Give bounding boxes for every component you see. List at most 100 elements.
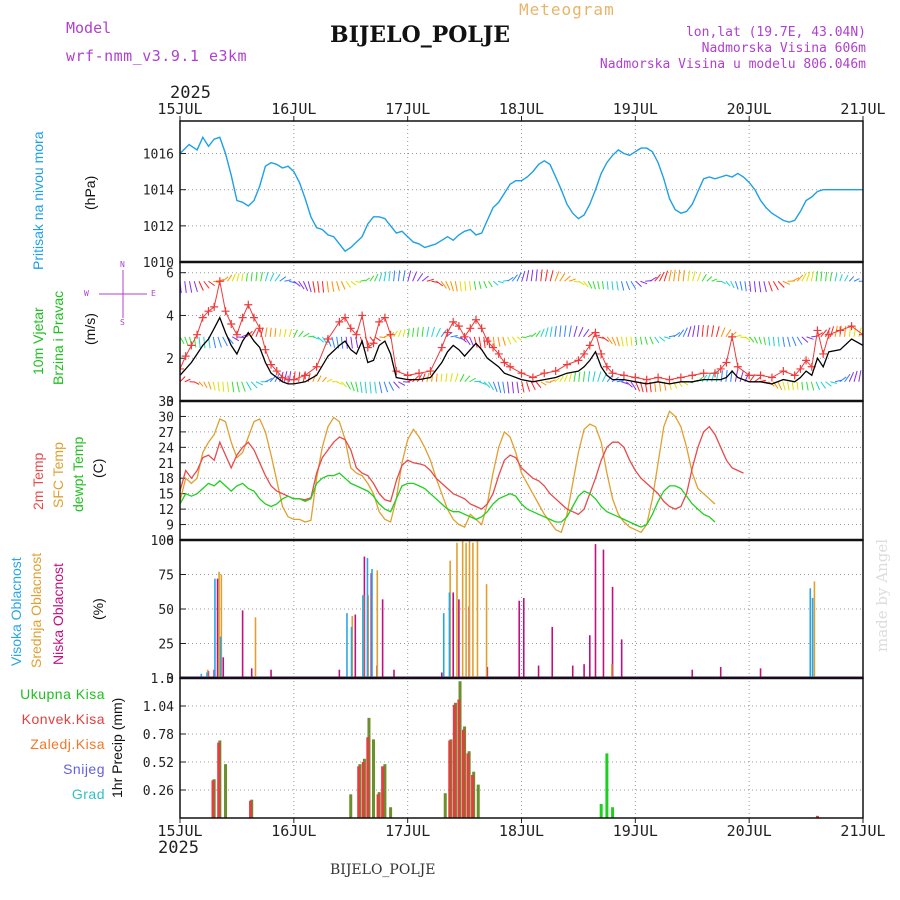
gust-marker (232, 330, 241, 339)
wind-arrow (184, 336, 189, 346)
wind-arrow (815, 271, 819, 282)
wind-arrow (488, 336, 491, 348)
gust-marker (215, 277, 224, 286)
wind-arrow (184, 281, 187, 294)
gust-marker (460, 332, 469, 341)
wind-arrow (322, 376, 327, 383)
wind-arrow (592, 281, 596, 290)
wind-arrow (582, 371, 586, 382)
precip-conv-bar (471, 774, 475, 818)
x-tick-label-bottom: 15JUL (157, 822, 202, 840)
wind-arrow (497, 336, 501, 347)
wind-arrow (193, 281, 198, 293)
wind-arrow (782, 336, 785, 347)
wind-arrow (397, 270, 401, 282)
wind-arrow (474, 380, 482, 383)
x-tick-label-bottom: 20JUL (727, 822, 772, 840)
temp-tick-label: 18 (158, 472, 174, 487)
wind-arrow (735, 334, 742, 338)
gust-marker (227, 320, 236, 329)
wind-arrow (217, 381, 220, 392)
wind-arrow (326, 378, 333, 383)
wind-arrow (407, 270, 412, 282)
wind-arrow (455, 336, 463, 340)
gust-marker (380, 313, 389, 322)
wind-arrow (222, 276, 229, 282)
gust-marker (745, 371, 754, 380)
wind-arrow (654, 273, 661, 282)
wind-arrow (844, 325, 847, 337)
wind-arrow (464, 375, 471, 383)
wind-arrow (635, 280, 642, 288)
wind-arrow (293, 280, 301, 287)
t2m-line (180, 425, 744, 516)
gust-marker (392, 367, 401, 376)
wind-arrow (858, 370, 862, 382)
wind-arrow (602, 336, 609, 342)
wind-arrow (791, 336, 797, 347)
wind-arrow (383, 271, 387, 282)
wind-arrow (649, 276, 657, 282)
wind-arrow (374, 336, 381, 342)
gust-marker (574, 356, 583, 365)
wind-arrow (284, 279, 292, 282)
wind-arrow (250, 328, 257, 338)
wind-arrow (208, 381, 212, 390)
wind-arrow (483, 281, 488, 289)
wind-arrow (478, 381, 486, 385)
gust-marker (489, 343, 498, 352)
x-tick-label-top: 21JUL (840, 100, 885, 118)
gust-marker (358, 311, 367, 320)
precip-total-bar (611, 807, 615, 818)
precip-conv-legend: Konvek.Kisa (21, 711, 105, 727)
wind-arrow (426, 278, 435, 282)
wind-arrow (696, 272, 702, 282)
wind-arrow (526, 270, 530, 282)
wind-arrow (749, 281, 752, 292)
wind-arrow (379, 336, 386, 339)
wind-arrow (725, 329, 732, 338)
wind-arrow (848, 276, 855, 282)
x-tick-label-bottom: 17JUL (385, 822, 430, 840)
wind-arrow (507, 276, 514, 282)
gust-marker (204, 307, 213, 316)
wind-arrow (312, 374, 317, 382)
wind-arrow (279, 328, 282, 337)
wind-tick-label: 6 (166, 267, 174, 282)
wind-arrow (559, 273, 566, 282)
x-tick-label-top: 18JUL (499, 100, 544, 118)
gust-marker (301, 371, 310, 380)
wind-arrow (654, 336, 660, 344)
wind-arrow (853, 370, 858, 382)
dewpt-side-label: dewpt Temp (70, 436, 86, 512)
wind-arrow (834, 379, 842, 383)
precip-total-bar (443, 793, 447, 818)
wind-arrow (696, 325, 700, 337)
wind-arrow (464, 281, 467, 291)
temp-tick-label: 33 (158, 395, 174, 410)
cloud-tick-label: 75 (158, 569, 174, 584)
meteogram-label: Meteogram (519, 0, 615, 19)
wind-arrow (744, 281, 747, 292)
gust-marker (180, 364, 184, 373)
wind-arrow (435, 373, 438, 382)
wind-arrow (402, 329, 406, 337)
gust-marker (341, 313, 350, 322)
wind-arrow (815, 332, 824, 338)
wind-arrow (350, 280, 357, 286)
wind-arrow (587, 281, 593, 289)
wind-arrow (241, 381, 246, 392)
wind-arrow (734, 281, 739, 290)
wind-arrow (421, 326, 424, 337)
gust-marker (767, 373, 776, 382)
gust-marker (187, 341, 196, 350)
wind-arrow (758, 281, 762, 293)
wind-arrow (839, 376, 847, 383)
precip-total-bar (389, 807, 393, 818)
wind-arrow (616, 281, 619, 291)
wind-arrow (236, 273, 240, 282)
gust-marker (859, 330, 863, 339)
wind-arrow (388, 381, 395, 391)
gust-marker (824, 330, 833, 339)
precip-grad-legend: Grad (71, 786, 105, 802)
